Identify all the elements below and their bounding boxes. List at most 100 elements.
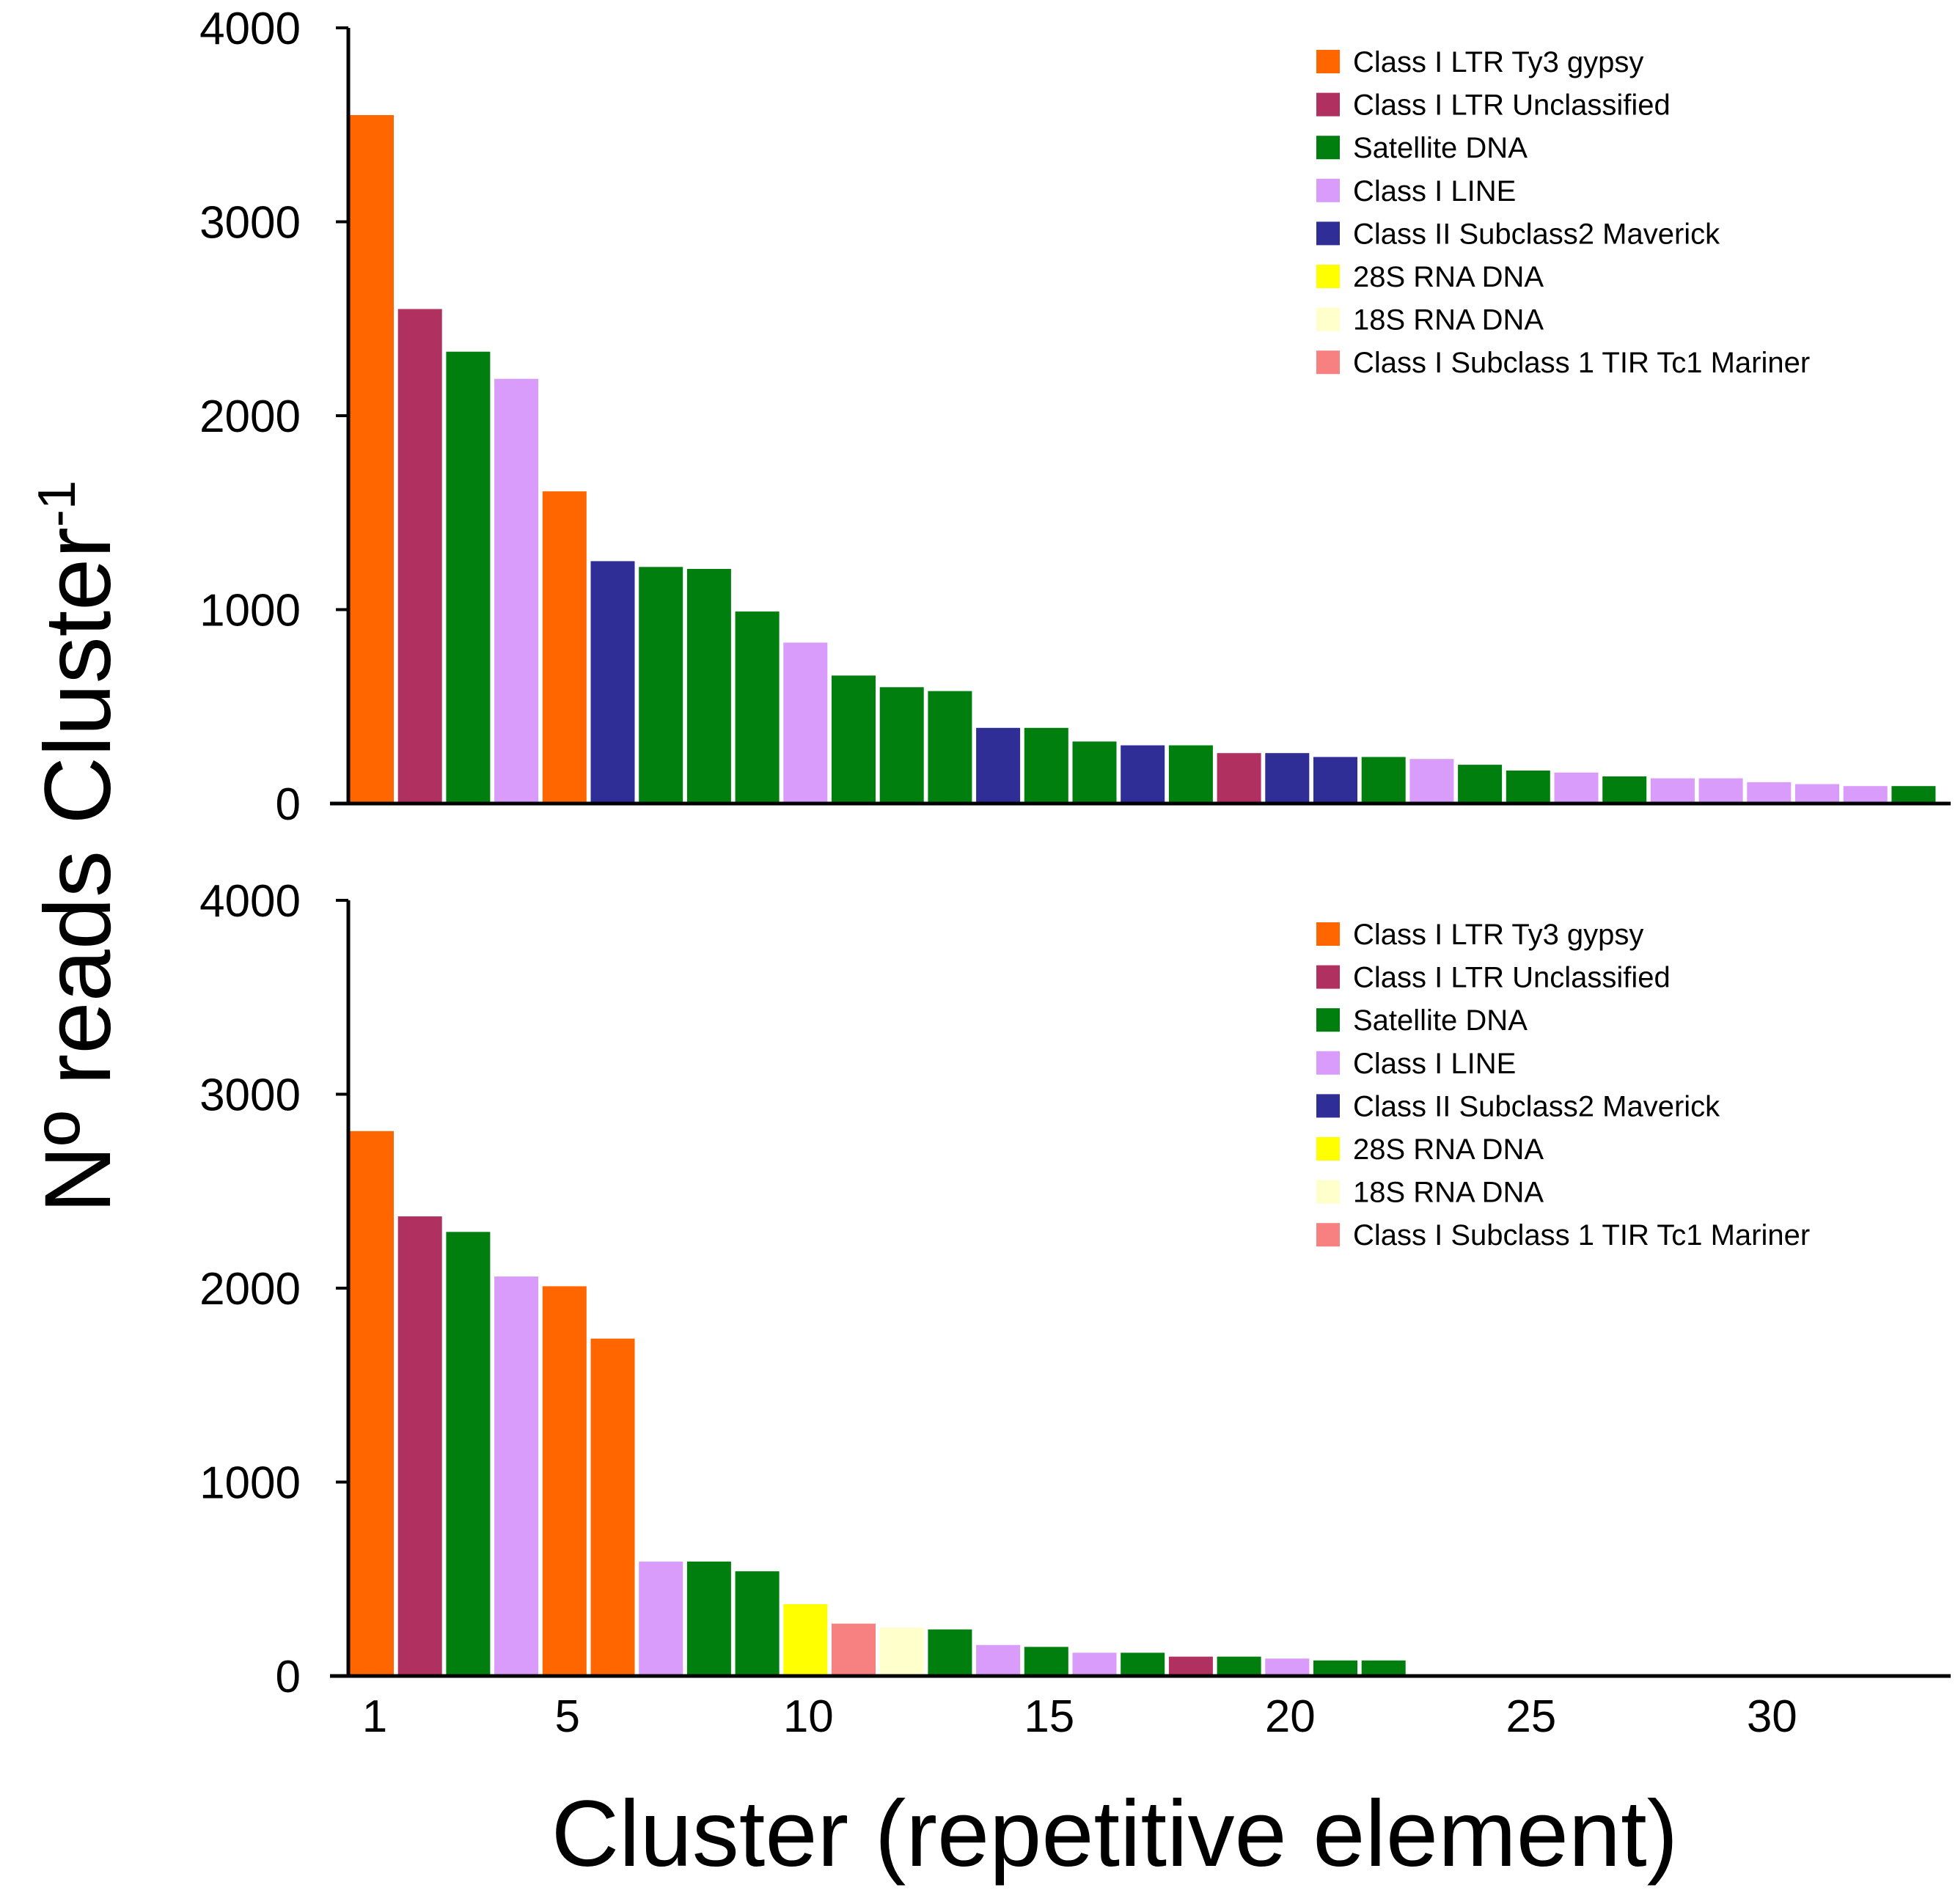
bottom-bar-21 [1313, 1660, 1357, 1676]
y-axis-title-text: Nº reads Cluster [26, 527, 131, 1213]
top-bar-1 [350, 115, 394, 804]
top-bar-16 [1072, 741, 1117, 804]
x-tick-label: 1 [362, 1691, 387, 1742]
bottom-legend-label-class-i-ltr-unclassified: Class I LTR Unclassified [1353, 962, 1671, 994]
bottom-legend: Class I LTR Ty3 gypsy Class I LTR Unclass… [1316, 919, 1810, 1251]
top-bar-22 [1361, 757, 1406, 804]
top-bar-20 [1265, 753, 1310, 804]
bottom-bar-16 [1072, 1653, 1117, 1676]
top-bar-18 [1168, 745, 1213, 804]
top-legend-label-class-i-line: Class I LINE [1353, 175, 1516, 207]
bottom-legend-label-satellite-dna: Satellite DNA [1353, 1004, 1528, 1037]
x-tick-label: 20 [1265, 1691, 1316, 1742]
top-bar-26 [1554, 772, 1599, 804]
bottom-legend-swatch-class-ii-subclass2-maverick [1316, 1094, 1340, 1118]
top-legend-label-class-ii-subclass2-maverick: Class II Subclass2 Maverick [1353, 218, 1720, 250]
top-bar-13 [928, 691, 972, 804]
top-legend-swatch-18s-rna-dna [1316, 307, 1340, 331]
bottom-bar-17 [1121, 1653, 1165, 1676]
bottom-bar-10 [783, 1604, 828, 1676]
bottom-legend-label-class-i-subclass-1-tir-tc1-mariner: Class I Subclass 1 TIR Tc1 Mariner [1353, 1219, 1810, 1251]
bottom-bar-4 [494, 1276, 539, 1676]
bottom-bar-1 [350, 1131, 394, 1676]
x-axis-title: Cluster (repetitive element) [551, 1782, 1679, 1886]
bottom-y-tick-label: 3000 [199, 1070, 301, 1121]
bottom-bar-12 [879, 1627, 924, 1676]
top-bar-31 [1795, 784, 1839, 804]
bottom-bar-9 [735, 1571, 780, 1676]
top-bar-27 [1602, 776, 1647, 804]
top-y-tick-label: 0 [276, 779, 301, 830]
bottom-legend-label-class-ii-subclass2-maverick: Class II Subclass2 Maverick [1353, 1090, 1720, 1122]
top-bar-29 [1698, 778, 1743, 804]
bottom-bar-2 [397, 1216, 442, 1676]
bottom-legend-swatch-28s-rna-dna [1316, 1137, 1340, 1161]
top-y-tick-label: 3000 [199, 198, 301, 249]
top-bar-25 [1506, 771, 1550, 804]
bottom-bar-6 [590, 1338, 635, 1676]
top-bar-24 [1458, 765, 1503, 804]
top-y-ticks: 0 1000 2000 3000 4000 [199, 4, 348, 830]
top-chart-panel: 0 1000 2000 3000 4000 Class I LTR Ty3 gypsy C… [199, 4, 1951, 830]
top-legend-label-class-i-subclass-1-tir-tc1-mariner: Class I Subclass 1 TIR Tc1 Mariner [1353, 347, 1810, 379]
top-legend-label-18s-rna-dna: 18S RNA DNA [1353, 304, 1544, 337]
bottom-bar-3 [446, 1232, 491, 1676]
top-bar-17 [1121, 745, 1165, 804]
top-bar-2 [397, 309, 442, 804]
top-legend-swatch-class-i-line [1316, 178, 1340, 202]
bottom-bar-11 [832, 1623, 876, 1676]
top-bar-3 [446, 351, 491, 804]
top-bar-33 [1891, 786, 1936, 804]
bottom-y-tick-label: 4000 [199, 876, 301, 927]
top-bar-11 [832, 675, 876, 804]
top-y-tick-label: 2000 [199, 392, 301, 442]
top-bar-5 [542, 491, 587, 804]
top-bars [350, 115, 1936, 804]
x-tick-label: 5 [555, 1691, 580, 1742]
top-y-tick-label: 4000 [199, 4, 301, 54]
bottom-bar-22 [1361, 1660, 1406, 1676]
y-axis-title-superscript: -1 [28, 480, 87, 527]
x-tick-label: 10 [783, 1691, 834, 1742]
top-legend-swatch-class-ii-subclass2-maverick [1316, 221, 1340, 246]
bottom-bar-14 [976, 1644, 1021, 1676]
top-bar-28 [1650, 778, 1695, 804]
top-legend-swatch-satellite-dna [1316, 136, 1340, 160]
top-y-tick-label: 1000 [199, 586, 301, 636]
top-bar-32 [1843, 786, 1888, 804]
top-bar-6 [590, 561, 635, 804]
top-legend-label-satellite-dna: Satellite DNA [1353, 132, 1528, 164]
top-bar-23 [1409, 759, 1454, 804]
top-legend-label-class-i-ltr-unclassified: Class I LTR Unclassified [1353, 89, 1671, 122]
top-bar-7 [639, 567, 683, 804]
bottom-bar-18 [1168, 1656, 1213, 1676]
top-legend-swatch-class-i-ltr-ty3-gypsy [1316, 50, 1340, 73]
bottom-legend-label-class-i-ltr-ty3-gypsy: Class I LTR Ty3 gypsy [1353, 919, 1643, 951]
top-legend-swatch-class-i-subclass-1-tir-tc1-mariner [1316, 350, 1340, 375]
bottom-legend-swatch-class-i-subclass-1-tir-tc1-mariner [1316, 1223, 1340, 1247]
top-bar-21 [1313, 757, 1357, 804]
bottom-bar-15 [1024, 1647, 1068, 1676]
bottom-legend-label-28s-rna-dna: 28S RNA DNA [1353, 1133, 1544, 1166]
bottom-bar-8 [686, 1561, 731, 1676]
top-bar-9 [735, 611, 780, 804]
bottom-bar-7 [639, 1561, 683, 1676]
bottom-bars [350, 1131, 1406, 1676]
top-legend-swatch-class-i-ltr-unclassified [1316, 92, 1340, 117]
x-tick-label: 25 [1506, 1691, 1556, 1742]
bottom-legend-swatch-class-i-ltr-unclassified [1316, 965, 1340, 989]
bottom-y-ticks: 0 1000 2000 3000 4000 [199, 876, 348, 1702]
top-bar-10 [783, 642, 828, 804]
bottom-bar-13 [928, 1629, 972, 1676]
top-legend-swatch-28s-rna-dna [1316, 265, 1340, 288]
top-legend-label-class-i-ltr-ty3-gypsy: Class I LTR Ty3 gypsy [1353, 46, 1643, 78]
bottom-legend-swatch-class-i-ltr-ty3-gypsy [1316, 922, 1340, 946]
bottom-legend-swatch-18s-rna-dna [1316, 1180, 1340, 1204]
bottom-y-tick-label: 1000 [199, 1458, 301, 1509]
top-bar-19 [1217, 753, 1261, 804]
x-tick-label: 30 [1747, 1691, 1797, 1742]
top-bar-14 [976, 727, 1021, 804]
top-bar-4 [494, 378, 539, 804]
